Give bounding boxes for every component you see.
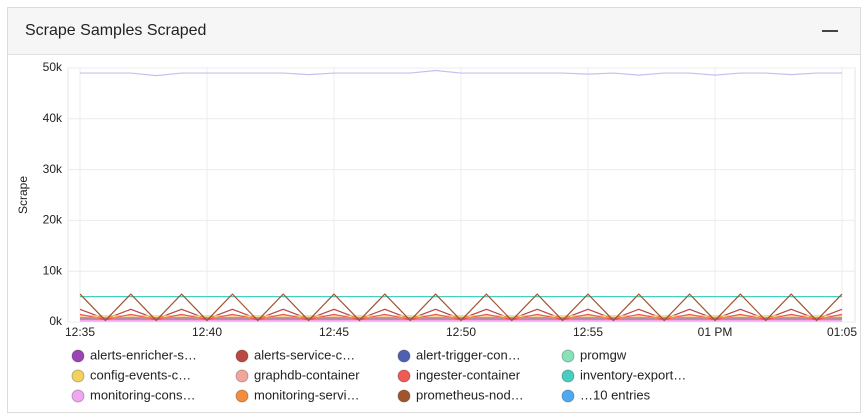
legend-label[interactable]: monitoring-cons… (90, 387, 196, 402)
panel-title: Scrape Samples Scraped (25, 22, 207, 39)
legend-swatch[interactable] (235, 389, 249, 403)
legend-label[interactable]: alert-trigger-con… (416, 347, 521, 362)
legend-label[interactable]: promgw (580, 347, 627, 362)
y-tick-label: 0k (49, 314, 63, 328)
legend-swatch[interactable] (71, 389, 85, 403)
legend-label[interactable]: prometheus-nod… (416, 387, 524, 402)
series-line (79, 313, 843, 321)
y-tick-label: 50k (43, 60, 63, 74)
legend-label[interactable]: ingester-container (416, 367, 521, 382)
legend-swatch[interactable] (71, 369, 85, 383)
legend-swatch[interactable] (71, 349, 85, 363)
legend-swatch[interactable] (397, 349, 411, 363)
x-tick-label: 01:05 (827, 325, 857, 339)
x-tick-label: 12:55 (573, 325, 603, 339)
panel: Scrape Samples Scraped (7, 7, 861, 413)
y-tick-label: 30k (43, 162, 63, 176)
legend-swatch[interactable] (561, 389, 575, 403)
panel-header: Scrape Samples Scraped (8, 8, 860, 55)
legend-label[interactable]: config-events-c… (90, 367, 191, 382)
legend-swatch[interactable] (235, 369, 249, 383)
legend-swatch[interactable] (397, 389, 411, 403)
x-tick-label: 12:35 (65, 325, 95, 339)
legend-label[interactable]: graphdb-container (254, 367, 360, 382)
legend-swatch[interactable] (561, 349, 575, 363)
minimize-button[interactable] (822, 30, 838, 32)
y-tick-label: 20k (43, 213, 63, 227)
legend-swatch[interactable] (397, 369, 411, 383)
x-tick-label: 12:50 (446, 325, 476, 339)
legend-label[interactable]: inventory-export… (580, 367, 686, 382)
y-axis-label: Scrape (16, 176, 30, 214)
y-tick-label: 10k (43, 263, 63, 277)
series-line (79, 293, 843, 322)
legend-swatch[interactable] (561, 369, 575, 383)
x-tick-label: 01 PM (698, 325, 733, 339)
legend-label[interactable]: alerts-enricher-s… (90, 347, 197, 362)
legend-label[interactable]: alerts-service-c… (254, 347, 355, 362)
x-tick-label: 12:40 (192, 325, 222, 339)
x-tick-label: 12:45 (319, 325, 349, 339)
legend-swatch[interactable] (235, 349, 249, 363)
legend-label[interactable]: …10 entries (580, 387, 651, 402)
y-tick-label: 40k (43, 111, 63, 125)
series-line (80, 69, 842, 77)
legend-label[interactable]: monitoring-servi… (254, 387, 359, 402)
